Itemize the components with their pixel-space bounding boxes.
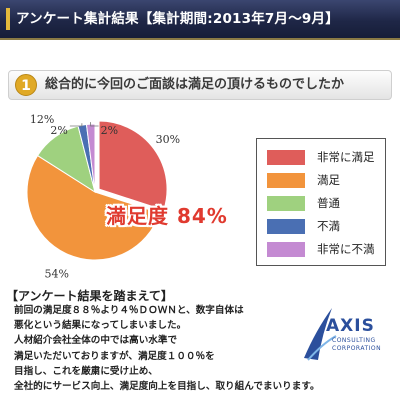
logo-subtitle: CONSULTING (332, 337, 376, 344)
slice-label: 2% (101, 124, 118, 137)
summary-body: 前回の満足度８８％より４％ＤＯＷＮと、数字自体は 悪化という結果になってしまいま… (14, 303, 320, 394)
legend-label: 非常に不満 (317, 242, 375, 256)
summary-line: 目指し、これを厳粛に受け止め、 (14, 365, 158, 377)
leader-line (69, 123, 83, 127)
slice-label: 12% (30, 113, 54, 126)
summary-heading: 【アンケート結果を踏まえて】 (6, 289, 173, 303)
pie-slice (26, 154, 161, 261)
page-header: アンケート集計結果【集計期間:2013年7月～9月】 (0, 0, 400, 40)
header-accent-bar (6, 8, 10, 30)
legend-label: 普通 (317, 196, 340, 210)
pie-chart: 30%54%12%2% 2% (26, 113, 180, 280)
legend-swatch (267, 219, 305, 234)
question-text: 総合的に今回のご面談は満足の頂けるものでしたか (45, 77, 345, 92)
logo-mark-icon (304, 308, 337, 361)
slice-label: 2% (50, 124, 67, 137)
leader-line (90, 122, 99, 127)
summary-line: 満足いただいておりますが、満足度１００％を (14, 350, 215, 362)
legend-swatch (267, 196, 305, 211)
summary-line: 全社的にサービス向上、満足度向上を目指し、取り組んでまいります。 (14, 381, 320, 393)
legend-label: 不満 (317, 219, 340, 233)
legend-label: 非常に満足 (317, 150, 375, 164)
legend-swatch (267, 173, 305, 188)
summary-line: 悪化という結果になってしまいました。 (14, 320, 187, 332)
slice-label: 54% (44, 267, 68, 280)
company-logo: AXIS CONSULTING CORPORATION (296, 300, 396, 370)
question-number-badge: 1 (15, 74, 37, 96)
pie-slice (98, 120, 168, 211)
chart-legend: 非常に満足 満足 普通 不満 非常に不満 (256, 138, 386, 266)
legend-swatch (267, 242, 305, 257)
logo-name: AXIS (326, 316, 375, 336)
legend-label: 満足 (317, 173, 340, 187)
page-title: アンケート集計結果【集計期間:2013年7月～9月】 (16, 11, 339, 27)
summary-line: 前回の満足度８８％より４％ＤＯＷＮと、数字自体は (14, 305, 244, 316)
logo-subtitle: CORPORATION (332, 345, 382, 352)
satisfaction-highlight: 満足度 84% (106, 204, 228, 228)
slice-label: 30% (156, 133, 180, 146)
summary-line: 人材紹介会社全体の中では高い水準で (14, 335, 178, 347)
question-bar: 1 総合的に今回のご面談は満足の頂けるものでしたか (8, 70, 392, 100)
legend-swatch (267, 150, 305, 165)
